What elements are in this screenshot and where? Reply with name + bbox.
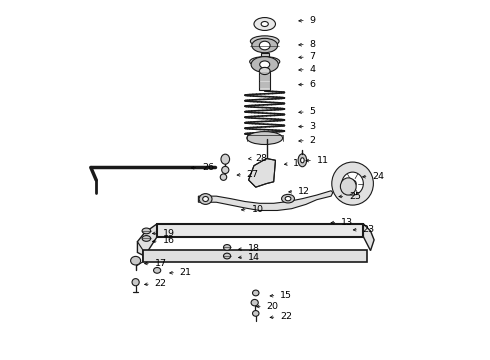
- Ellipse shape: [132, 279, 139, 286]
- Ellipse shape: [223, 244, 231, 250]
- Ellipse shape: [285, 197, 291, 201]
- Ellipse shape: [247, 132, 283, 144]
- Ellipse shape: [203, 197, 208, 202]
- Text: 2: 2: [310, 136, 316, 145]
- Text: 15: 15: [280, 291, 292, 300]
- Ellipse shape: [252, 39, 278, 53]
- Text: 18: 18: [248, 244, 260, 253]
- Bar: [259, 71, 270, 90]
- Ellipse shape: [282, 194, 294, 203]
- Text: 12: 12: [298, 187, 310, 196]
- Polygon shape: [364, 224, 374, 251]
- Text: 5: 5: [310, 107, 316, 116]
- Text: 3: 3: [310, 122, 316, 131]
- Ellipse shape: [259, 67, 270, 75]
- Ellipse shape: [260, 61, 270, 68]
- Text: 7: 7: [310, 53, 316, 62]
- Text: 16: 16: [163, 237, 174, 246]
- Ellipse shape: [199, 194, 212, 204]
- Ellipse shape: [252, 311, 259, 316]
- Ellipse shape: [142, 235, 151, 241]
- Ellipse shape: [332, 162, 373, 205]
- Polygon shape: [137, 224, 157, 256]
- Ellipse shape: [261, 22, 269, 27]
- Ellipse shape: [259, 41, 270, 50]
- Ellipse shape: [153, 267, 161, 273]
- Text: 9: 9: [310, 16, 316, 25]
- Text: 20: 20: [267, 302, 278, 311]
- Polygon shape: [143, 250, 367, 262]
- Text: 26: 26: [202, 163, 214, 172]
- Text: 25: 25: [349, 192, 361, 201]
- Text: 4: 4: [310, 65, 316, 74]
- Text: 28: 28: [256, 154, 268, 163]
- Text: 24: 24: [372, 172, 384, 181]
- Ellipse shape: [251, 300, 258, 306]
- Text: 22: 22: [155, 279, 167, 288]
- Ellipse shape: [142, 228, 151, 234]
- Text: 21: 21: [180, 268, 192, 277]
- Ellipse shape: [298, 154, 307, 167]
- Ellipse shape: [221, 166, 229, 174]
- Bar: [261, 53, 269, 57]
- Ellipse shape: [250, 57, 280, 67]
- Text: 17: 17: [155, 259, 167, 268]
- Text: 22: 22: [280, 312, 292, 321]
- Ellipse shape: [223, 253, 231, 259]
- Ellipse shape: [221, 154, 230, 164]
- Text: 23: 23: [363, 225, 375, 234]
- Text: 14: 14: [248, 253, 260, 262]
- Polygon shape: [198, 191, 333, 211]
- Ellipse shape: [131, 256, 141, 265]
- Text: 11: 11: [317, 156, 329, 165]
- Polygon shape: [157, 224, 364, 237]
- Ellipse shape: [254, 18, 275, 31]
- Ellipse shape: [342, 172, 364, 195]
- Ellipse shape: [300, 158, 304, 163]
- Ellipse shape: [250, 36, 279, 46]
- Ellipse shape: [252, 290, 259, 296]
- Text: 13: 13: [341, 218, 353, 227]
- Text: 6: 6: [310, 80, 316, 89]
- Text: 1: 1: [294, 159, 299, 168]
- Ellipse shape: [341, 178, 356, 195]
- Text: 8: 8: [310, 40, 316, 49]
- Polygon shape: [248, 158, 275, 187]
- Text: 19: 19: [163, 229, 174, 238]
- Text: 10: 10: [251, 205, 264, 214]
- Ellipse shape: [220, 174, 227, 180]
- Ellipse shape: [251, 57, 278, 72]
- Text: 27: 27: [247, 170, 259, 179]
- Ellipse shape: [349, 180, 356, 187]
